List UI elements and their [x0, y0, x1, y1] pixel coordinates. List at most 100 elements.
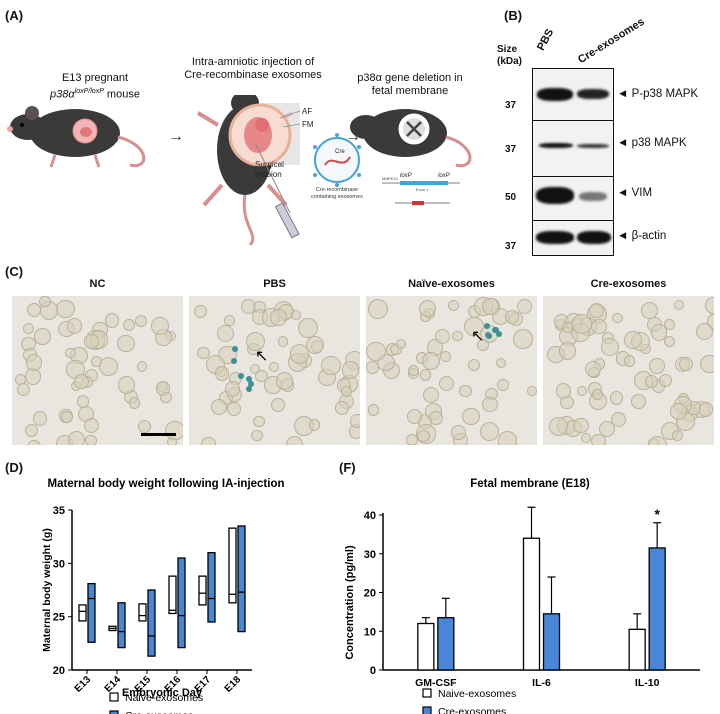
tissue-cell [214, 366, 230, 381]
exosome-icon [313, 133, 361, 187]
stain-spot [237, 372, 244, 379]
arrow-icon: ↖ [471, 328, 485, 345]
tissue-cell [700, 354, 714, 373]
stain-spot [493, 327, 500, 334]
tissue-cell [366, 341, 386, 362]
tissue-cell [516, 298, 533, 315]
size-label-1: Size [497, 44, 518, 55]
tissue-cell [286, 435, 304, 445]
tissue-cell [197, 347, 210, 360]
tissue-cell [422, 387, 439, 404]
tissue-cell [366, 361, 379, 375]
tissue-cell [368, 299, 389, 320]
band-cre [577, 144, 609, 148]
micro-title-pbs: PBS [263, 278, 286, 290]
legend-label: Naive-exosomes [125, 692, 203, 704]
tissue-cell [482, 298, 499, 315]
tissue-cell [439, 375, 455, 391]
tissue-cell [671, 430, 683, 442]
y-tick-label: 20 [53, 665, 65, 677]
box-naive [78, 604, 87, 622]
tissue-cell [439, 351, 451, 363]
y-tick-label: 40 [364, 510, 376, 522]
stain-spot [484, 322, 491, 329]
box-cre [147, 589, 156, 657]
tissue-cell [407, 364, 420, 376]
embryo-icon [228, 103, 292, 167]
tissue-cell [309, 419, 321, 431]
tissue-cell [26, 354, 43, 371]
tissue-cell [249, 363, 261, 375]
tissue-cell [350, 414, 360, 428]
blot-label: ◄ P-p38 MAPK [617, 88, 699, 100]
bar-cre [648, 547, 666, 671]
bar-cre [542, 613, 561, 671]
tissue-cell [631, 394, 647, 409]
chart-f: Fetal membrane (E18) 0 10 20 30 40 Concentrati… [344, 478, 700, 714]
tissue-cell [164, 420, 183, 441]
blot-label: ◄ p38 MAPK [617, 137, 687, 149]
tissue-cell [253, 415, 265, 428]
box-naive [198, 575, 207, 606]
y-axis-title: Concentration (pg/ml) [344, 545, 356, 660]
tissue-cell [65, 347, 76, 359]
chart-title: Fetal membrane (E18) [470, 478, 590, 490]
syringe-icon [254, 142, 300, 239]
stain-spot [485, 332, 492, 339]
mw-marker: 37 [505, 100, 517, 111]
tissue-cell [340, 385, 353, 398]
box-naive [168, 575, 177, 615]
panel-a-illustration: → AF FM Surgical incision Cre Cre-recomb… [7, 95, 472, 245]
legend-swatch [109, 710, 119, 714]
exosome-caption-1: Cre-recombinase [316, 187, 358, 193]
step3-line2: fetal membrane [371, 85, 449, 97]
result-mouse-icon [350, 109, 472, 168]
tissue-cell [651, 324, 668, 341]
panel-d-label: (D) [5, 460, 24, 475]
step2-line1: Intra-amniotic injection of [191, 56, 315, 68]
tissue-cell [55, 299, 75, 319]
tissue-cell [134, 315, 147, 328]
y-tick-label: 30 [364, 549, 376, 561]
tissue-cell [504, 309, 519, 324]
bar-cre [437, 617, 455, 671]
x-tick-label: E14 [103, 674, 124, 695]
tissue-cell [245, 331, 265, 351]
tissue-cell [136, 361, 147, 372]
box-naive [138, 603, 147, 622]
blot-label: ◄ β-actin [617, 230, 667, 242]
tissue-cell [396, 338, 407, 349]
x-tick-label: IL-10 [635, 677, 660, 689]
tissue-cell [418, 300, 437, 318]
mw-marker: 37 [505, 144, 517, 155]
micrograph-pbs: ↖ [189, 296, 360, 445]
tissue-cell [321, 355, 341, 376]
stain-spot [245, 376, 252, 383]
tissue-cell [704, 296, 714, 314]
bar-naive [522, 537, 541, 671]
lane-pbs: PBS [535, 27, 557, 53]
band-pbs [537, 88, 573, 101]
y-axis-title: Maternal body weight (g) [41, 528, 53, 652]
tissue-cell [600, 338, 619, 357]
y-tick-label: 20 [364, 588, 376, 600]
tissue-cell [128, 397, 141, 409]
blot-name: β-actin [631, 230, 667, 242]
tissue-cell [435, 328, 451, 344]
band-cre [577, 89, 609, 99]
tissue-cell [447, 300, 459, 312]
y-tick-label: 25 [53, 612, 65, 624]
micro-title-naive: Naïve-exosomes [408, 278, 495, 290]
panel-f-label: (F) [339, 460, 356, 475]
tissue-cell [66, 318, 82, 334]
tissue-cell [85, 434, 97, 445]
micrograph-cre [543, 296, 714, 445]
fm-label: FM [302, 120, 314, 129]
legend-label: Naive-exosomes [438, 688, 516, 700]
tissue-cell [151, 317, 170, 336]
x-tick-label: E18 [223, 674, 244, 695]
loxp-2: loxP [438, 173, 450, 179]
legend-swatch [422, 706, 432, 714]
step1-mouse: mouse [103, 88, 140, 101]
tissue-cell [407, 409, 423, 424]
